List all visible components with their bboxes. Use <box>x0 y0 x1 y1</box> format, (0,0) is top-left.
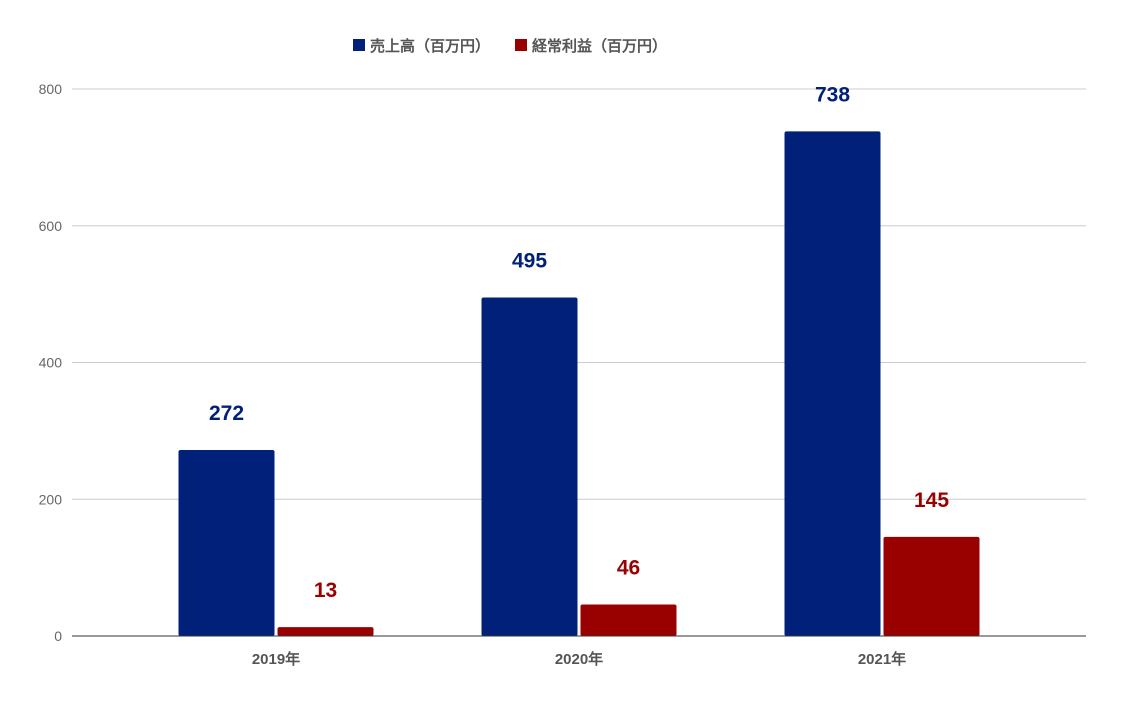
y-tick-label: 800 <box>39 81 63 97</box>
bar-sales-2020[interactable] <box>481 297 578 636</box>
legend: 売上高（百万円） 経常利益（百万円） <box>353 37 667 55</box>
bar-ordinary-profit-2019[interactable] <box>277 627 374 636</box>
bar-sales-2021[interactable] <box>784 131 881 636</box>
data-label-ordinary-profit-2020: 46 <box>617 557 640 580</box>
legend-label-sales: 売上高（百万円） <box>370 37 490 55</box>
bar-sales-2019[interactable] <box>178 450 275 636</box>
x-tick-label: 2019年 <box>252 650 300 668</box>
bars <box>178 131 980 636</box>
data-label-sales-2021: 738 <box>815 83 850 106</box>
legend-label-ordinary-profit: 経常利益（百万円） <box>532 37 667 55</box>
y-axis: 0 200 400 600 800 <box>39 81 63 644</box>
y-tick-label: 0 <box>54 628 62 644</box>
x-tick-label: 2020年 <box>555 650 603 668</box>
y-tick-label: 200 <box>39 491 63 507</box>
data-label-ordinary-profit-2021: 145 <box>914 489 949 512</box>
y-tick-label: 400 <box>39 355 63 371</box>
legend-swatch-sales <box>353 39 365 51</box>
data-label-ordinary-profit-2019: 13 <box>314 579 337 602</box>
data-label-sales-2019: 272 <box>209 402 244 425</box>
x-axis: 2019年 2020年 2021年 <box>72 635 1086 668</box>
gridlines <box>72 88 1086 500</box>
data-label-sales-2020: 495 <box>512 250 547 273</box>
bar-ordinary-profit-2021[interactable] <box>883 536 980 636</box>
data-labels: 272 13 495 46 738 145 <box>209 83 949 602</box>
y-tick-label: 600 <box>39 218 63 234</box>
legend-swatch-ordinary-profit <box>515 39 527 51</box>
x-tick-label: 2021年 <box>858 650 906 668</box>
bar-ordinary-profit-2020[interactable] <box>580 604 677 636</box>
